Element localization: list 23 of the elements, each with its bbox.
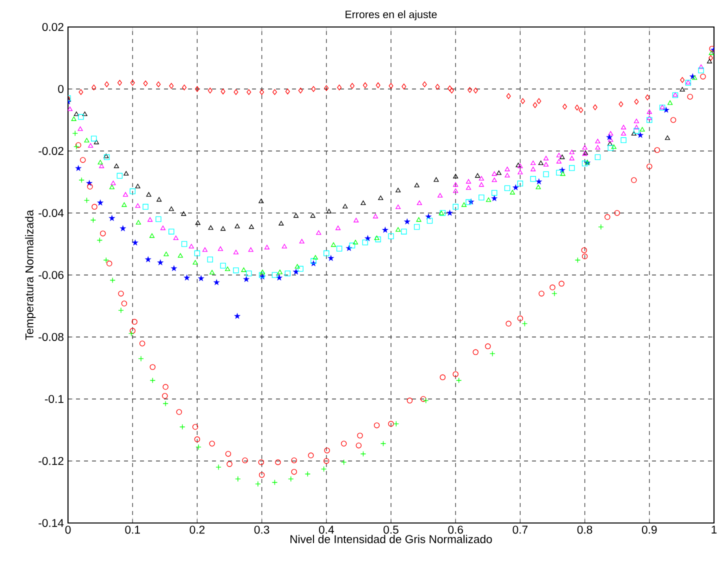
chart-title: Errores en el ajuste: [346, 10, 437, 20]
y-tick-label: -0.1: [44, 394, 64, 403]
y-tick-label: -0.06: [38, 270, 64, 279]
x-axis-title: Nivel de Intensidad de Gris Normalizado: [290, 534, 492, 544]
y-tick-label: -0.08: [38, 332, 64, 341]
x-tick-label: 0.6: [448, 526, 463, 534]
x-tick-label: 0.1: [125, 526, 140, 534]
x-tick-label: 0.7: [512, 526, 528, 534]
x-tick-label: 0.9: [642, 526, 657, 534]
y-axis-title: Temperatura Normalizada: [25, 210, 36, 340]
y-tick-label: -0.14: [38, 518, 64, 527]
y-tick-label: -0.12: [38, 456, 64, 465]
x-tick-label: 0.2: [190, 526, 205, 534]
y-tick-label: -0.04: [38, 208, 64, 217]
x-tick-label: 0.8: [577, 526, 592, 534]
x-tick-label: 0.3: [254, 526, 270, 534]
x-tick-label: 0.4: [318, 526, 334, 534]
x-tick-label: 1: [712, 526, 717, 534]
x-tick-label: 0.5: [384, 526, 398, 534]
y-tick-label: -0.02: [38, 146, 64, 155]
x-tick-label: 0: [65, 526, 71, 534]
y-tick-label: 0: [58, 84, 64, 93]
y-tick-label: 0.02: [42, 22, 64, 31]
